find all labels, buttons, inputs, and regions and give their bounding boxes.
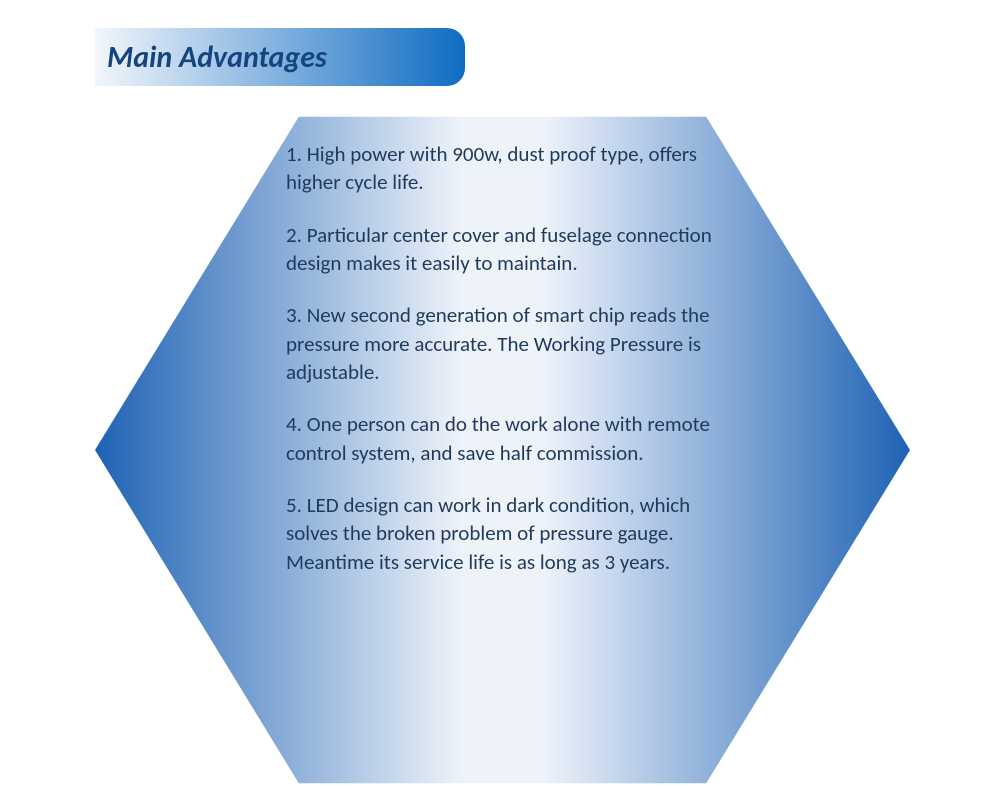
list-item: 1. High power with 900w, dust proof type…: [286, 140, 716, 197]
list-item: 3. New second generation of smart chip r…: [286, 301, 716, 386]
title-banner: Main Advantages: [95, 28, 465, 86]
title-text: Main Advantages: [107, 39, 327, 76]
list-item: 4. One person can do the work alone with…: [286, 410, 716, 467]
list-item: 2. Particular center cover and fuselage …: [286, 221, 716, 278]
advantages-list: 1. High power with 900w, dust proof type…: [286, 140, 716, 600]
list-item: 5. LED design can work in dark condition…: [286, 491, 716, 576]
